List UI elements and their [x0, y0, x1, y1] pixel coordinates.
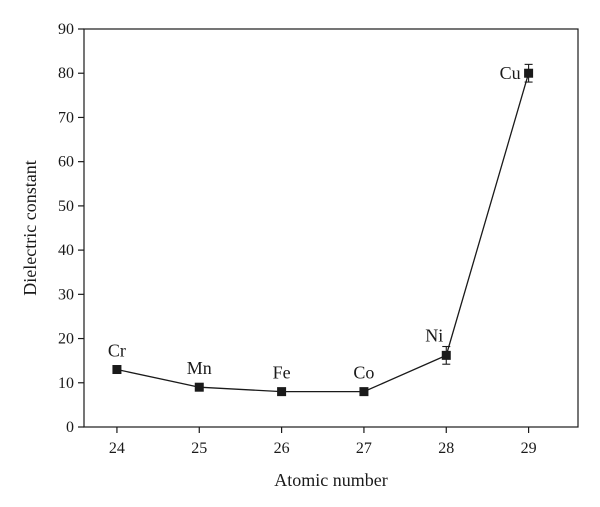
- point-label: Co: [353, 363, 374, 383]
- series-line: [116, 73, 530, 393]
- point-label: Cr: [108, 341, 126, 361]
- x-tick-label: 26: [274, 440, 290, 457]
- x-tick-label: 24: [109, 440, 125, 457]
- point-label: Cu: [500, 63, 521, 83]
- data-point: [277, 387, 287, 397]
- point-label: Ni: [425, 325, 443, 345]
- point-label: Fe: [273, 363, 291, 383]
- data-point: [194, 382, 204, 392]
- y-tick-label: 90: [58, 21, 74, 38]
- y-tick-label: 60: [58, 154, 74, 171]
- x-tick-label: 29: [521, 440, 537, 457]
- y-tick-label: 80: [58, 65, 74, 82]
- plot-frame: [83, 28, 579, 428]
- y-axis-title: Dielectric constant: [20, 160, 40, 295]
- y-tick-label: 10: [58, 375, 74, 392]
- x-tick-label: 28: [438, 440, 454, 457]
- series-group: Cr Mn Fe Co Ni Cu: [108, 63, 534, 397]
- y-tick-label: 20: [58, 331, 74, 348]
- point-label: Mn: [187, 358, 212, 378]
- y-tick-label: 40: [58, 242, 74, 259]
- data-point: [112, 365, 122, 375]
- data-point: [441, 350, 451, 360]
- y-tick-label: 70: [58, 109, 74, 126]
- x-axis-title: Atomic number: [274, 470, 387, 490]
- y-axis: 0 10 20 30 40 50 60 70 80 90: [58, 21, 84, 436]
- y-tick-label: 30: [58, 286, 74, 303]
- y-tick-label: 50: [58, 198, 74, 215]
- x-tick-label: 27: [356, 440, 372, 457]
- data-point: [359, 387, 369, 397]
- x-axis: 24 25 26 27 28 29: [109, 427, 537, 457]
- data-point: [524, 68, 534, 78]
- x-tick-label: 25: [191, 440, 207, 457]
- y-tick-label: 0: [66, 419, 74, 436]
